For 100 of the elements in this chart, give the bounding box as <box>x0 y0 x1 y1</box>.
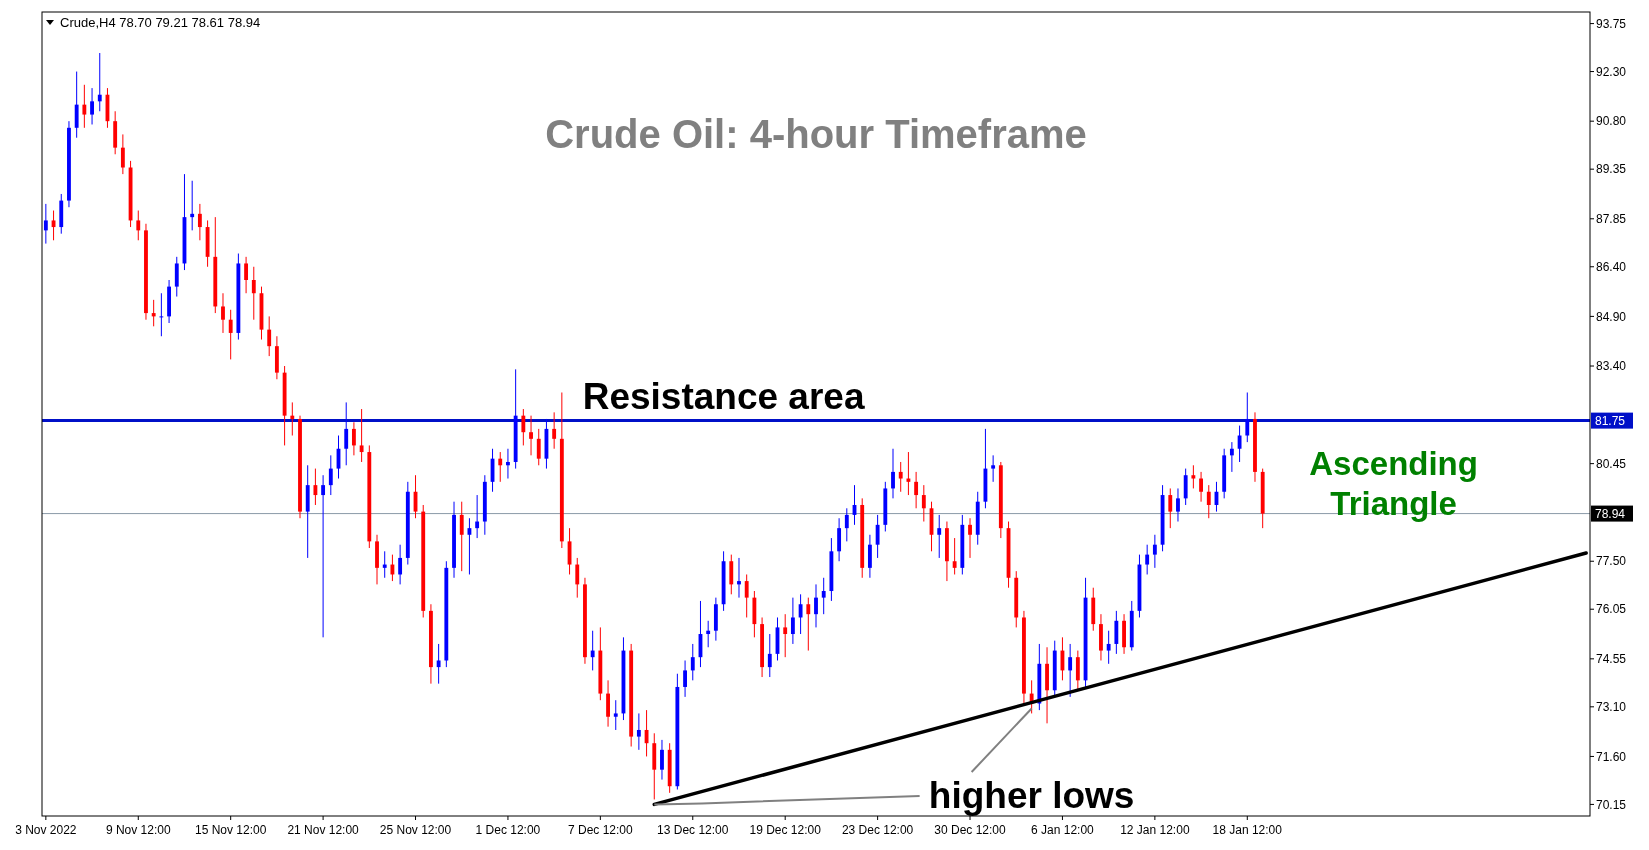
candlestick <box>1114 610 1119 655</box>
candlestick <box>436 643 441 685</box>
x-tick-label: 13 Dec 12:00 <box>657 823 729 837</box>
candlestick <box>937 514 942 559</box>
candlestick <box>1176 487 1180 523</box>
y-tick-label: 93.75 <box>1596 16 1627 31</box>
candlestick <box>906 451 911 496</box>
candlestick <box>359 408 364 463</box>
candlestick <box>968 517 972 559</box>
candlestick <box>914 471 919 509</box>
candlestick <box>952 537 957 575</box>
candlestick <box>806 597 811 652</box>
candlestick <box>459 501 464 572</box>
y-tick-label: 71.60 <box>1596 749 1627 764</box>
x-tick-label: 9 Nov 12:00 <box>105 823 171 837</box>
candlestick <box>90 87 94 125</box>
candlestick <box>136 210 141 241</box>
candlestick <box>251 266 256 321</box>
annotation: Resistance area <box>582 375 865 417</box>
y-tick-label: 80.45 <box>1596 456 1627 471</box>
candlestick <box>1229 441 1234 473</box>
candlestick <box>783 613 788 658</box>
candlestick <box>290 401 295 437</box>
candlestick <box>382 550 387 579</box>
candlestick <box>660 739 664 781</box>
candlestick <box>159 292 164 337</box>
x-tick-label: 30 Dec 12:00 <box>934 823 1007 837</box>
x-tick-label: 7 Dec 12:00 <box>568 823 634 837</box>
ref-line-label: 81.75 <box>1595 413 1626 428</box>
x-tick-label: 23 Dec 12:00 <box>841 823 914 837</box>
candlestick <box>475 494 480 539</box>
candlestick <box>344 401 349 466</box>
x-tick-label: 21 Nov 12:00 <box>287 823 360 837</box>
candlestick <box>521 408 526 446</box>
candlestick <box>398 544 403 585</box>
y-tick-label: 89.35 <box>1596 162 1627 177</box>
x-tick-label: 1 Dec 12:00 <box>475 823 541 837</box>
candlestick <box>690 643 695 681</box>
candlestick <box>244 256 249 294</box>
y-tick-label: 83.40 <box>1596 359 1627 374</box>
candlestick <box>1145 544 1150 575</box>
x-tick-label: 19 Dec 12:00 <box>749 823 822 837</box>
candlestick <box>706 620 711 648</box>
candlestick <box>1237 425 1242 463</box>
candlestick <box>529 415 533 456</box>
y-tick-label: 77.50 <box>1596 554 1627 569</box>
candlestick <box>197 203 202 241</box>
candlestick <box>606 679 610 728</box>
candlestick <box>683 659 687 698</box>
candlestick <box>636 712 641 751</box>
candlestick <box>1191 464 1196 489</box>
candlestick <box>613 699 618 731</box>
y-tick-label: 73.10 <box>1596 700 1627 715</box>
candlestick <box>1106 630 1111 665</box>
candlestick <box>844 507 849 542</box>
candlestick <box>97 52 102 112</box>
candlestick <box>390 554 395 582</box>
candlestick <box>798 593 803 635</box>
candlestick <box>1245 391 1250 443</box>
candlestick <box>921 484 926 523</box>
candlestick <box>814 583 818 628</box>
candlestick <box>837 517 842 562</box>
candlestick <box>867 534 872 579</box>
annotation: Crude,H4 78.70 79.21 78.61 78.94 <box>60 15 261 30</box>
annotation: Ascending Triangle <box>1309 445 1478 523</box>
candlestick <box>536 428 541 466</box>
x-tick-label: 18 Jan 12:00 <box>1212 823 1283 837</box>
candlestick <box>737 557 741 599</box>
candlestick <box>575 557 580 599</box>
x-tick-label: 25 Nov 12:00 <box>379 823 452 837</box>
ref-line-label: 78.94 <box>1595 506 1626 521</box>
candlestick <box>120 133 125 175</box>
y-tick-label: 84.90 <box>1596 309 1627 324</box>
x-tick-label: 12 Jan 12:00 <box>1120 823 1190 837</box>
candlestick <box>1206 484 1211 519</box>
candlestick <box>82 84 87 129</box>
candlestick <box>74 71 79 139</box>
y-tick-label: 90.80 <box>1596 114 1627 129</box>
candlestick <box>506 448 510 480</box>
y-tick-label: 92.30 <box>1596 64 1627 79</box>
candlestick <box>151 299 156 327</box>
annotation: higher lows <box>928 775 1135 816</box>
y-tick-label: 76.05 <box>1596 602 1627 617</box>
y-tick-label: 70.15 <box>1596 797 1627 812</box>
candlestick <box>1168 487 1173 529</box>
candlestick <box>267 315 272 357</box>
candlestick <box>891 448 895 499</box>
candlestick <box>790 597 795 645</box>
candlestick <box>729 554 734 595</box>
candlestick <box>991 454 996 483</box>
candlestick <box>174 256 179 298</box>
y-tick-label: 74.55 <box>1596 652 1627 667</box>
candlestick <box>767 633 772 678</box>
candlestick <box>190 180 195 231</box>
y-tick-label: 86.40 <box>1596 259 1627 274</box>
candlestick <box>898 461 903 493</box>
candlestick <box>1075 650 1080 691</box>
candlestick <box>321 474 326 638</box>
candlestick <box>498 451 503 483</box>
candlestick <box>328 454 333 496</box>
